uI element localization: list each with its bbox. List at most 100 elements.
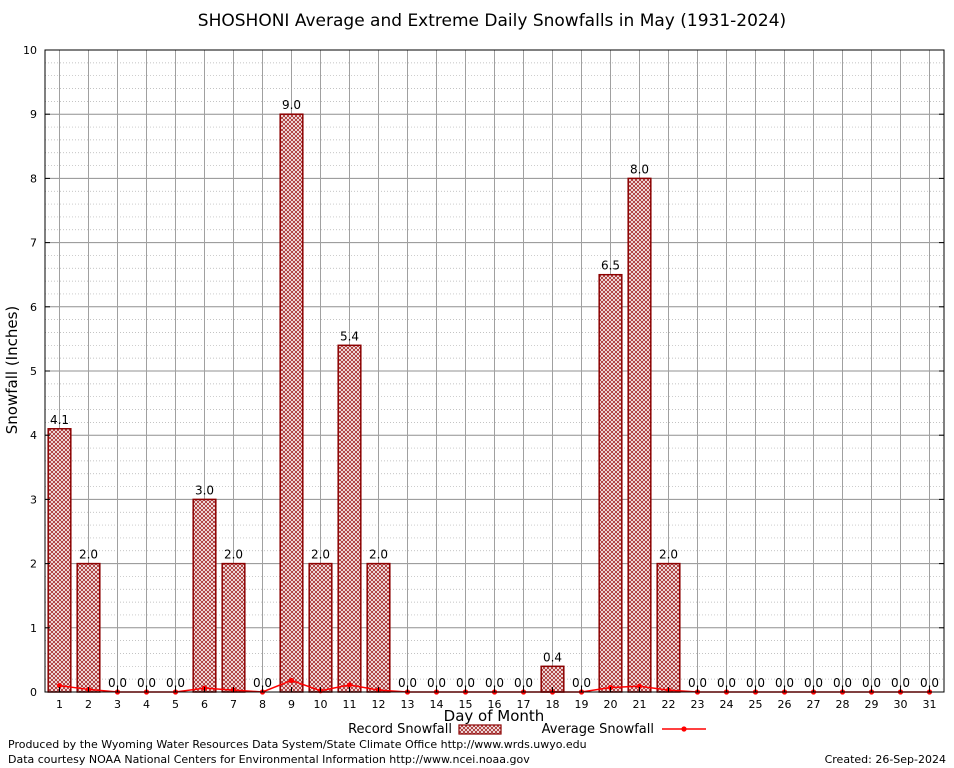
y-tick-label: 0 [30,686,37,699]
footer-data-courtesy: Data courtesy NOAA National Centers for … [8,753,530,766]
record-bar [366,562,391,693]
x-tick-label: 10 [314,698,328,711]
y-tick-label: 7 [30,237,37,250]
bars [47,113,681,693]
record-value-label: 0.0 [717,676,736,690]
x-tick-label: 8 [259,698,266,711]
x-tick-label: 19 [575,698,589,711]
record-value-label: 0.0 [427,676,446,690]
record-value-label: 0.0 [891,676,910,690]
record-value-label: 5.4 [340,329,359,343]
x-tick-label: 16 [488,698,502,711]
x-tick-label: 11 [343,698,357,711]
record-value-label: 0.0 [862,676,881,690]
y-tick-label: 9 [30,108,37,121]
legend-average-marker [681,726,687,732]
record-value-label: 0.0 [746,676,765,690]
record-value-label: 8.0 [630,162,649,176]
x-tick-label: 21 [633,698,647,711]
x-axis-label: Day of Month [444,707,545,725]
x-tick-label: 1 [56,698,63,711]
record-value-label: 0.0 [137,676,156,690]
x-tick-label: 9 [288,698,295,711]
legend-average-label: Average Snowfall [542,722,654,737]
x-tick-label: 17 [517,698,531,711]
record-value-label: 0.4 [543,650,562,664]
record-value-label: 0.0 [398,676,417,690]
x-tick-label: 12 [372,698,386,711]
record-bar [279,113,304,693]
x-tick-label: 2 [85,698,92,711]
record-value-label: 0.0 [456,676,475,690]
grid [45,49,944,693]
record-value-label: 0.0 [833,676,852,690]
record-value-label: 0.0 [804,676,823,690]
x-tick-label: 13 [401,698,415,711]
y-tick-label: 8 [30,172,37,185]
x-tick-label: 23 [691,698,705,711]
x-tick-label: 24 [720,698,734,711]
legend: Record Snowfall Average Snowfall [348,722,706,737]
record-value-label: 0.0 [485,676,504,690]
record-value-label: 3.0 [195,483,214,497]
x-tick-label: 20 [604,698,618,711]
x-tick-label: 15 [459,698,473,711]
record-value-label: 0.0 [572,676,591,690]
record-value-label: 2.0 [311,548,330,562]
x-tick-label: 18 [546,698,560,711]
x-tick-label: 6 [201,698,208,711]
record-value-label: 0.0 [253,676,272,690]
x-tick-label: 27 [807,698,821,711]
record-bar [221,562,246,693]
x-tick-label: 22 [662,698,676,711]
x-tick-label: 31 [923,698,937,711]
record-value-label: 0.0 [775,676,794,690]
y-tick-label: 3 [30,493,37,506]
average-point [346,682,353,688]
record-value-label: 2.0 [79,548,98,562]
record-value-label: 2.0 [659,548,678,562]
chart-title: SHOSHONI Average and Extreme Daily Snowf… [198,11,786,31]
record-bar [308,562,333,693]
record-value-label: 0.0 [108,676,127,690]
record-value-label: 2.0 [224,548,243,562]
record-bar [656,562,681,693]
footer-created: Created: 26-Sep-2024 [824,753,946,766]
record-bar [627,177,652,693]
x-tick-label: 5 [172,698,179,711]
record-value-label: 0.0 [514,676,533,690]
record-bar [598,273,623,693]
record-bar [47,428,72,693]
record-value-label: 0.0 [688,676,707,690]
legend-record-label: Record Snowfall [348,722,452,737]
y-tick-label: 5 [30,365,37,378]
record-value-label: 2.0 [369,548,388,562]
y-tick-label: 4 [30,429,37,442]
x-tick-label: 3 [114,698,121,711]
average-point [636,683,643,689]
y-axis-label: Snowfall (Inches) [3,306,21,434]
x-tick-label: 25 [749,698,763,711]
x-tick-label: 28 [836,698,850,711]
record-bar [192,498,217,693]
record-value-label: 6.5 [601,259,620,273]
x-tick-label: 30 [894,698,908,711]
y-tick-label: 10 [23,44,37,57]
record-value-label: 0.0 [920,676,939,690]
legend-record-swatch [458,724,502,735]
x-tick-label: 29 [865,698,879,711]
x-tick-label: 14 [430,698,444,711]
x-tick-label: 26 [778,698,792,711]
average-point [56,682,63,689]
data-labels: 4.1 2.0 0.0 0.0 0.0 3.0 2.0 0.0 9.0 2.0 5.4 2.0 0.0 0… [50,98,939,690]
x-tick-label: 7 [230,698,237,711]
x-tick-label: 4 [143,698,150,711]
record-bar [76,562,101,693]
record-value-label: 0.0 [166,676,185,690]
y-tick-label: 6 [30,301,37,314]
record-value-label: 9.0 [282,98,301,112]
y-tick-label: 2 [30,558,37,571]
y-tick-label: 1 [30,622,37,635]
